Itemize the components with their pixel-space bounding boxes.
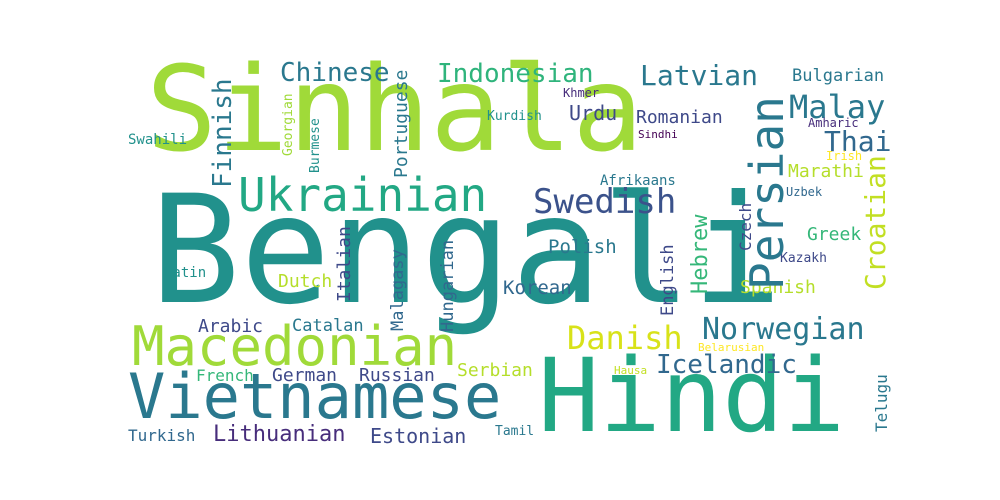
word-serbian: Serbian <box>457 360 533 381</box>
word-sinhala: Sinhala <box>146 40 644 178</box>
word-croatian: Croatian <box>859 155 892 290</box>
word-dutch: Dutch <box>278 271 333 292</box>
word-malagasy: Malagasy <box>388 249 408 331</box>
word-catalan: Catalan <box>292 316 364 336</box>
word-indonesian: Indonesian <box>437 59 594 89</box>
word-icelandic: Icelandic <box>656 350 797 380</box>
word-kazakh: Kazakh <box>780 251 827 266</box>
word-korean: Korean <box>503 277 572 299</box>
word-portuguese: Portuguese <box>391 69 412 178</box>
word-urdu: Urdu <box>569 101 618 125</box>
word-romanian: Romanian <box>636 107 723 128</box>
word-finnish: Finnish <box>208 78 238 188</box>
word-ukrainian: Ukrainian <box>238 168 488 222</box>
word-czech: Czech <box>736 202 755 251</box>
word-marathi: Marathi <box>788 161 864 182</box>
word-uzbek: Uzbek <box>786 185 823 199</box>
word-hausa: Hausa <box>614 364 648 377</box>
word-sindhi: Sindhi <box>638 128 678 141</box>
word-latvian: Latvian <box>640 59 759 92</box>
word-norwegian: Norwegian <box>702 312 865 347</box>
word-german: German <box>272 365 338 386</box>
word-greek: Greek <box>807 224 862 245</box>
word-irish: Irish <box>826 149 863 163</box>
word-english: English <box>658 244 678 316</box>
word-estonian: Estonian <box>370 424 467 448</box>
word-malay: Malay <box>789 88 886 126</box>
word-burmese: Burmese <box>308 118 323 173</box>
word-swahili: Swahili <box>128 132 188 148</box>
word-chinese: Chinese <box>280 58 390 88</box>
word-swedish: Swedish <box>533 182 677 222</box>
word-spanish: Spanish <box>740 277 816 298</box>
word-hungarian: Hungarian <box>438 239 458 332</box>
word-persian: Persian <box>740 96 794 290</box>
word-latin: Latin <box>164 265 207 281</box>
word-amharic: Amharic <box>808 116 859 130</box>
word-polish: Polish <box>548 236 617 258</box>
word-hebrew: Hebrew <box>688 214 713 294</box>
word-khmer: Khmer <box>563 86 600 100</box>
word-french: French <box>196 366 254 385</box>
word-georgian: Georgian <box>281 93 296 156</box>
word-belarusian: Belarusian <box>698 341 765 354</box>
word-vietnamese: Vietnamese <box>128 360 502 433</box>
word-macedonian: Macedonian <box>132 315 458 378</box>
word-arabic: Arabic <box>198 316 264 337</box>
word-danish: Danish <box>567 319 683 357</box>
word-hindi: Hindi <box>538 337 846 456</box>
word-tamil: Tamil <box>495 424 535 439</box>
word-russian: Russian <box>359 365 435 386</box>
word-kurdish: Kurdish <box>487 109 542 124</box>
word-bulgarian: Bulgarian <box>792 66 885 86</box>
word-italian: Italian <box>334 226 355 302</box>
word-lithuanian: Lithuanian <box>213 422 346 447</box>
word-thai: Thai <box>824 125 892 158</box>
word-telugu: Telugu <box>872 374 891 432</box>
word-afrikaans: Afrikaans <box>600 173 676 189</box>
word-turkish: Turkish <box>128 426 196 445</box>
word-bengali: Bengali <box>150 164 783 338</box>
